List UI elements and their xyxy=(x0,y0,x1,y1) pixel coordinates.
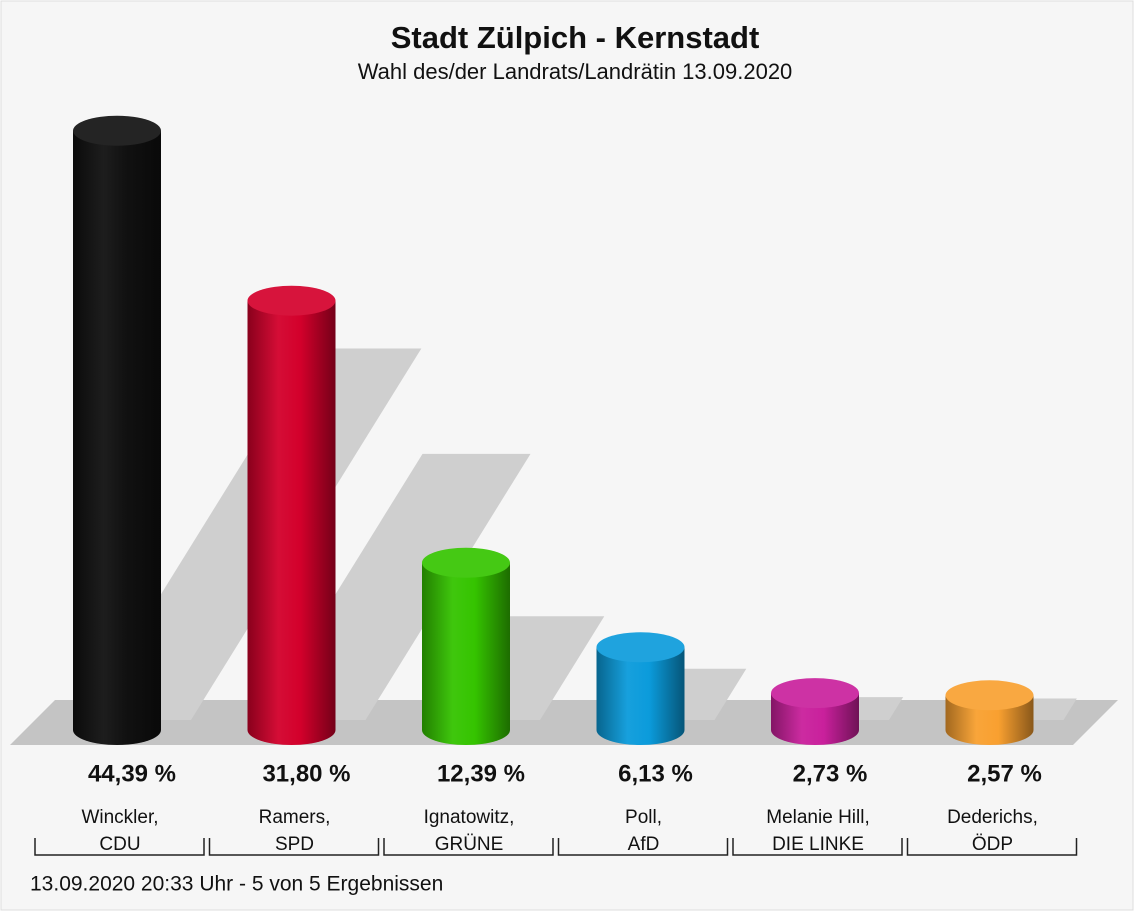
footer: 13.09.2020 20:33 Uhr - 5 von 5 Ergebniss… xyxy=(30,873,443,896)
x-tick-label: GRÜNE xyxy=(435,834,504,855)
bar-top xyxy=(422,547,510,578)
x-tick-label: Ignatowitz, xyxy=(424,807,515,828)
category-bracket xyxy=(906,838,1078,856)
value-label: 12,39 % xyxy=(437,760,525,787)
x-tick-label: Ramers, xyxy=(259,807,331,828)
x-tick-label: SPD xyxy=(275,834,314,855)
category-bracket xyxy=(208,838,380,856)
category-bracket xyxy=(34,838,205,856)
x-tick-label: AfD xyxy=(628,834,660,855)
bar-top xyxy=(247,285,336,316)
bar-top xyxy=(771,678,859,709)
value-label: 2,57 % xyxy=(967,760,1042,787)
category-bracket xyxy=(557,838,729,856)
x-tick-label: Dederichs, xyxy=(947,807,1038,828)
bar-top xyxy=(596,632,685,663)
bar xyxy=(247,300,336,745)
x-tick-label: CDU xyxy=(99,834,140,855)
x-tick-label: Winckler, xyxy=(81,807,158,828)
value-label: 2,73 % xyxy=(793,760,868,787)
x-tick-label: DIE LINKE xyxy=(772,834,864,855)
x-tick-label: ÖDP xyxy=(972,834,1013,855)
bar xyxy=(422,562,510,745)
x-tick-label: Poll, xyxy=(625,807,662,828)
category-bracket xyxy=(383,838,554,856)
x-tick-label: Melanie Hill, xyxy=(766,807,869,828)
chart-title: Stadt Zülpich - Kernstadt xyxy=(391,20,760,55)
bar xyxy=(596,647,685,745)
value-label: 6,13 % xyxy=(618,760,693,787)
chart-subtitle: Wahl des/der Landrats/Landrätin 13.09.20… xyxy=(358,59,793,84)
value-label: 44,39 % xyxy=(88,760,176,787)
category-bracket xyxy=(732,838,903,856)
bar-top xyxy=(945,680,1034,711)
bar xyxy=(73,130,161,746)
bar-top xyxy=(73,115,161,146)
value-label: 31,80 % xyxy=(262,760,350,787)
